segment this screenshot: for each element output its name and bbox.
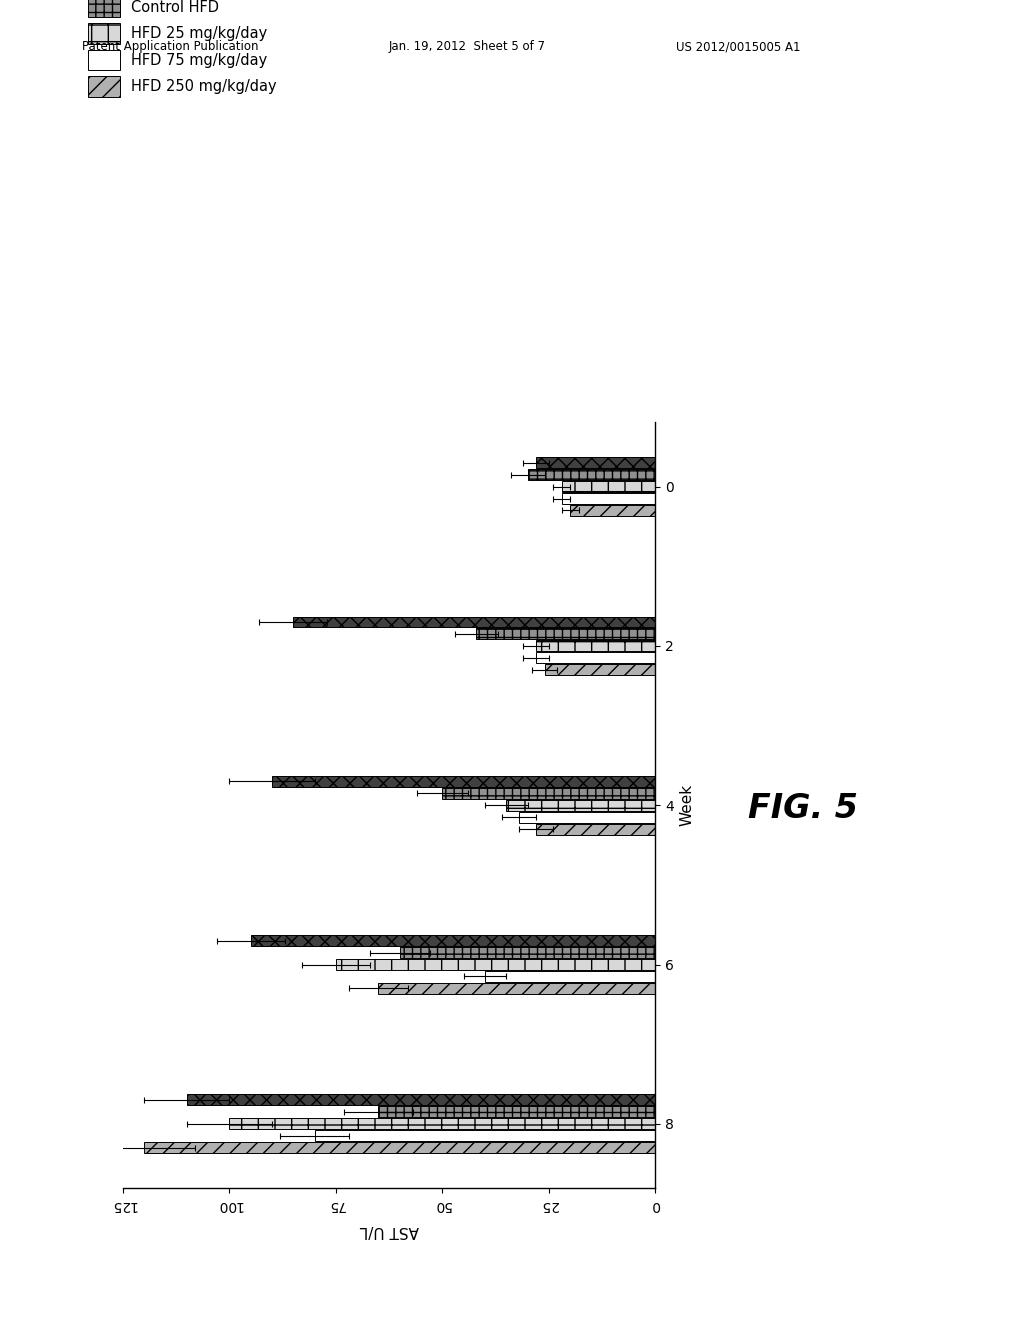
Bar bbox=[379, 983, 655, 994]
Bar bbox=[379, 1106, 655, 1117]
Text: FIG. 5: FIG. 5 bbox=[748, 792, 857, 825]
Bar bbox=[293, 616, 655, 627]
Bar bbox=[545, 664, 655, 676]
Bar bbox=[485, 972, 655, 982]
Bar bbox=[476, 628, 655, 639]
Bar bbox=[251, 935, 655, 946]
Bar bbox=[272, 776, 655, 787]
Legend: Control Diet, Control HFD, HFD 25 mg/kg/day, HFD 75 mg/kg/day, HFD 250 mg/kg/day: Control Diet, Control HFD, HFD 25 mg/kg/… bbox=[88, 0, 276, 96]
X-axis label: AST U/L: AST U/L bbox=[359, 1222, 419, 1238]
Bar bbox=[144, 1142, 655, 1154]
Bar bbox=[314, 1130, 655, 1142]
Bar bbox=[537, 457, 655, 469]
Bar bbox=[399, 946, 655, 958]
Bar bbox=[537, 640, 655, 651]
Bar bbox=[561, 480, 655, 492]
Text: Patent Application Publication: Patent Application Publication bbox=[82, 40, 258, 53]
Bar bbox=[527, 469, 655, 480]
Bar bbox=[506, 800, 655, 810]
Bar bbox=[336, 960, 655, 970]
Bar bbox=[519, 812, 655, 822]
Bar bbox=[561, 494, 655, 504]
Y-axis label: Week: Week bbox=[680, 784, 694, 826]
Bar bbox=[442, 788, 655, 799]
Text: US 2012/0015005 A1: US 2012/0015005 A1 bbox=[676, 40, 801, 53]
Text: Jan. 19, 2012  Sheet 5 of 7: Jan. 19, 2012 Sheet 5 of 7 bbox=[389, 40, 546, 53]
Bar bbox=[537, 824, 655, 834]
Bar bbox=[537, 652, 655, 664]
Bar bbox=[229, 1118, 655, 1130]
Bar bbox=[186, 1094, 655, 1105]
Bar bbox=[570, 506, 655, 516]
